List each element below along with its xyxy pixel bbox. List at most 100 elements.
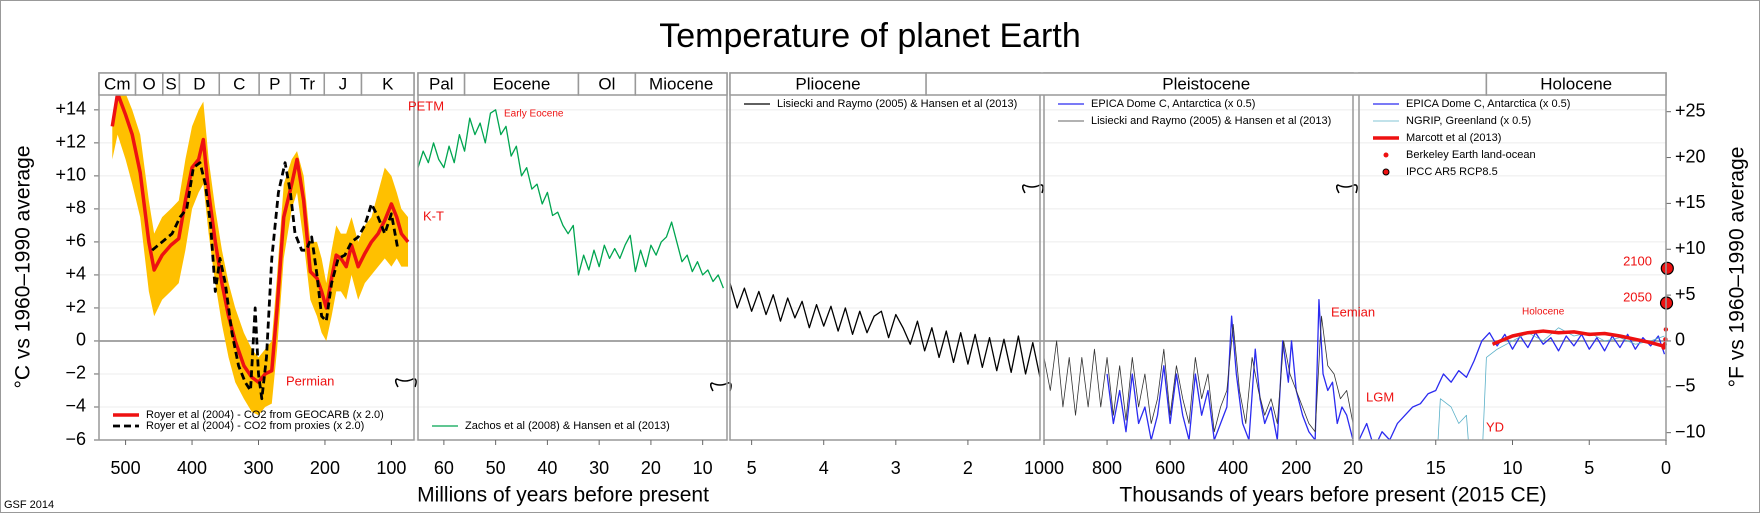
period-cell: [1485, 72, 1667, 96]
period-label: Ol: [598, 74, 615, 93]
y2-tick-label: −5: [1675, 376, 1696, 396]
y-tick-label: +6: [65, 231, 86, 251]
axis-breaks: [394, 184, 1358, 392]
y-tick-label: −6: [65, 429, 86, 449]
y-tick-label: +10: [55, 165, 86, 185]
period-label: S: [165, 74, 176, 93]
y-axis-title: °C vs 1960–1990 average: [12, 145, 35, 388]
x-tick-label: 200: [1281, 458, 1311, 478]
y-tick-label: −2: [65, 363, 86, 383]
annotation: K-T: [423, 208, 444, 223]
period-cell: [634, 72, 728, 96]
credit: GSF 2014: [4, 499, 54, 511]
period-label: P: [269, 74, 280, 93]
annotation: PETM: [408, 98, 444, 113]
period-label: O: [143, 74, 156, 93]
uncertainty-band: [112, 95, 409, 416]
x-axis-title: Thousands of years before present (2015 …: [1119, 484, 1546, 507]
legend-marker: [1382, 168, 1390, 176]
y2-tick-label: +20: [1675, 146, 1706, 166]
x-tick-label: 3: [891, 458, 901, 478]
period-label: Miocene: [649, 74, 713, 93]
x-tick-label: 40: [537, 458, 557, 478]
period-label: Eocene: [493, 74, 551, 93]
panel-plot: [110, 95, 410, 416]
annotation: Eemian: [1331, 304, 1375, 319]
x-axis-title: Millions of years before present: [417, 484, 709, 507]
x-tick-label: 800: [1092, 458, 1122, 478]
period-label: Tr: [300, 74, 316, 93]
legend-label: Lisiecki and Raymo (2005) & Hansen et al…: [777, 98, 1017, 110]
period-cell: [360, 72, 415, 96]
x-tick-label: 20: [641, 458, 661, 478]
x-tick-label: 20: [1343, 458, 1363, 478]
chart-title: Temperature of planet Earth: [659, 17, 1080, 55]
legend-label: EPICA Dome C, Antarctica (x 0.5): [1091, 98, 1255, 110]
x-tick-label: 500: [111, 458, 141, 478]
y-tick-label: +12: [55, 132, 86, 152]
y2-tick-label: 0: [1675, 330, 1685, 350]
x-tick-label: 300: [243, 458, 273, 478]
x-tick-label: 100: [376, 458, 406, 478]
series-line: [151, 161, 400, 401]
axis-break: [1021, 184, 1044, 194]
period-label: Pleistocene: [1162, 74, 1250, 93]
data-point: [1660, 261, 1674, 275]
y-tick-label: −4: [65, 396, 86, 416]
legend-label: Marcott et al (2013): [1406, 132, 1501, 144]
x-tick-label: 15: [1426, 458, 1446, 478]
x-tick-label: 400: [177, 458, 207, 478]
x-tick-label: 5: [747, 458, 757, 478]
y-tick-label: +2: [65, 297, 86, 317]
x-tick-label: 200: [310, 458, 340, 478]
legend-label: EPICA Dome C, Antarctica (x 0.5): [1406, 98, 1570, 110]
x-tick-label: 50: [486, 458, 506, 478]
annotation: 2050: [1623, 289, 1652, 304]
panel-plot: [730, 283, 1040, 378]
period-label: Holocene: [1540, 74, 1612, 93]
legend-label: Zachos et al (2008) & Hansen et al (2013…: [465, 420, 670, 432]
series-line: [110, 95, 410, 384]
annotation: Permian: [286, 373, 334, 388]
y2-tick-label: −10: [1675, 421, 1706, 441]
series-line: [1491, 329, 1664, 348]
x-tick-label: 4: [819, 458, 829, 478]
y-tick-label: +4: [65, 264, 86, 284]
annotation: Holocene: [1522, 307, 1565, 318]
annotation: YD: [1486, 419, 1504, 434]
axis-break: [709, 382, 732, 392]
series-line: [418, 109, 724, 289]
legend-label: IPCC AR5 RCP8.5: [1406, 166, 1498, 178]
x-tick-label: 10: [1502, 458, 1522, 478]
period-label: D: [193, 74, 205, 93]
axis-break: [1335, 184, 1358, 194]
annotation: LGM: [1366, 389, 1394, 404]
series-line: [1437, 327, 1665, 440]
series-line: [730, 283, 1040, 378]
legend-label: Royer et al (2004) - CO2 from proxies (x…: [146, 420, 364, 432]
legend-label: Lisiecki and Raymo (2005) & Hansen et al…: [1091, 115, 1331, 127]
legend-label: NGRIP, Greenland (x 0.5): [1406, 115, 1531, 127]
legend-label: Royer et al (2004) - CO2 from GEOCARB (x…: [146, 409, 384, 421]
x-tick-label: 600: [1155, 458, 1185, 478]
series-line: [1106, 299, 1353, 440]
x-tick-label: 2: [963, 458, 973, 478]
legend-label: Berkeley Earth land-ocean: [1406, 149, 1536, 161]
legend-marker: [1383, 152, 1389, 158]
y2-tick-label: +25: [1675, 100, 1706, 120]
panel-plot: [1359, 327, 1666, 440]
panel-plot: [1044, 299, 1353, 440]
x-tick-label: 5: [1584, 458, 1594, 478]
period-label: K: [382, 74, 394, 93]
x-tick-label: 400: [1218, 458, 1248, 478]
period-label: Pliocene: [795, 74, 860, 93]
y-tick-label: +14: [55, 99, 86, 119]
x-tick-label: 1000: [1024, 458, 1064, 478]
annotation: 2100: [1623, 253, 1652, 268]
x-tick-label: 60: [434, 458, 454, 478]
series-line: [1359, 332, 1666, 440]
period-label: Pal: [429, 74, 454, 93]
panel-plot: [418, 109, 724, 289]
y2-tick-label: +5: [1675, 284, 1696, 304]
